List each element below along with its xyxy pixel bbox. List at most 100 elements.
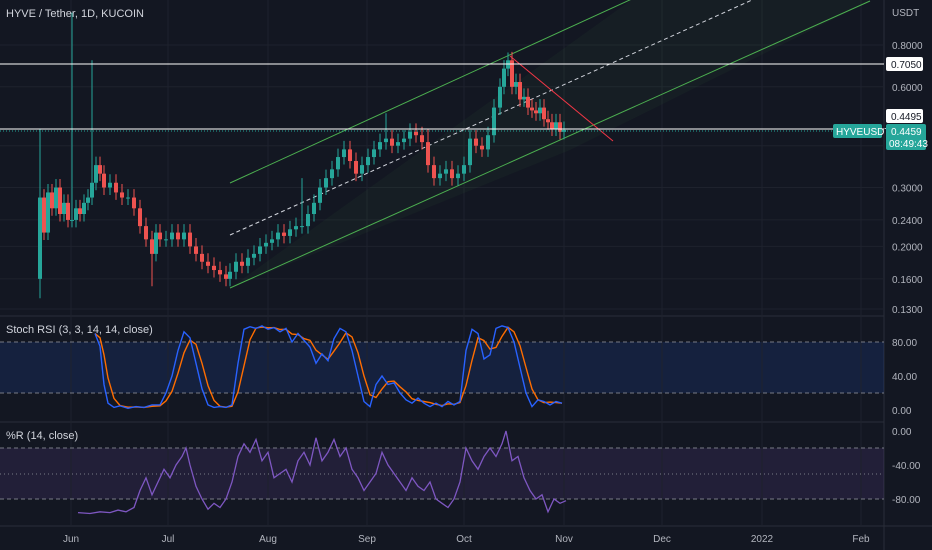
candle-body — [150, 239, 154, 254]
candle-body — [126, 197, 130, 199]
candle-body — [554, 122, 558, 129]
candle-body — [138, 208, 142, 227]
candle-body — [206, 261, 210, 266]
price-tick-label: 0.1300 — [892, 305, 923, 316]
candle-body — [58, 187, 62, 215]
candle-body — [330, 169, 334, 179]
candle-body — [492, 107, 496, 136]
svg-text:08:49:43: 08:49:43 — [889, 139, 928, 150]
candle-body — [360, 165, 364, 174]
candlestick-series — [38, 12, 566, 299]
candle-body — [450, 169, 454, 179]
candle-body — [426, 142, 430, 166]
candle-body — [312, 202, 316, 215]
price-tick-label: 0.8000 — [892, 41, 923, 52]
candle-body — [50, 192, 54, 209]
candle-body — [78, 208, 82, 215]
willr-tick-label: -40.00 — [892, 461, 921, 472]
time-label: Oct — [456, 534, 472, 545]
stoch-tick-label: 0.00 — [892, 406, 912, 417]
price-tick-label: 0.2000 — [892, 242, 923, 253]
stoch-d-line — [94, 326, 563, 409]
candle-body — [538, 107, 542, 114]
candle-body — [510, 60, 514, 87]
candle-body — [54, 187, 58, 209]
candle-body — [534, 110, 538, 114]
candle-body — [94, 165, 98, 183]
time-label: Sep — [358, 534, 376, 545]
willr-line — [77, 430, 567, 515]
candle-body — [114, 182, 118, 193]
candle-body — [354, 161, 358, 174]
candle-body — [98, 165, 102, 174]
candle-body — [498, 86, 502, 108]
candle-body — [120, 192, 124, 198]
candle-body — [276, 232, 280, 240]
candle-body — [212, 265, 216, 271]
candle-body — [288, 229, 292, 236]
candle-body — [228, 271, 232, 279]
candle-body — [522, 96, 526, 100]
candle-body — [158, 232, 162, 240]
candle-body — [264, 242, 268, 247]
candle-body — [86, 197, 90, 203]
time-label: Feb — [852, 534, 870, 545]
candle-body — [188, 232, 192, 247]
candle-body — [102, 173, 106, 188]
stoch-k-line — [94, 325, 563, 410]
candle-body — [300, 226, 304, 228]
time-label: Aug — [259, 534, 277, 545]
candle-body — [82, 202, 86, 215]
candle-body — [462, 165, 466, 174]
regression-channel — [229, 0, 871, 289]
candle-body — [402, 138, 406, 143]
candle-body — [74, 208, 78, 220]
stoch-title: Stoch RSI (3, 3, 14, 14, close) — [6, 324, 153, 336]
candle-body — [348, 149, 352, 162]
candle-body — [342, 149, 346, 158]
svg-text:0.7050: 0.7050 — [891, 60, 922, 71]
candle-body — [176, 232, 180, 240]
stoch-tick-label: 40.00 — [892, 372, 917, 383]
time-label: Dec — [653, 534, 671, 545]
candle-body — [396, 142, 400, 146]
candle-body — [438, 173, 442, 179]
candle-body — [414, 131, 418, 136]
stoch-band — [0, 342, 884, 393]
price-tick-label: 0.6000 — [892, 83, 923, 94]
svg-text:0.4495: 0.4495 — [891, 112, 922, 123]
candle-body — [526, 96, 530, 108]
time-label: 2022 — [751, 534, 774, 545]
candle-body — [70, 219, 74, 221]
candle-body — [62, 202, 66, 215]
candle-body — [514, 82, 518, 87]
stoch-tick-label: 80.00 — [892, 338, 917, 349]
willr-tick-label: 0.00 — [892, 427, 912, 438]
candle-body — [132, 197, 136, 209]
candle-body — [38, 197, 42, 279]
level-badge-0705: 0.7050 — [886, 57, 923, 71]
time-axis[interactable]: Jun Jul Aug Sep Oct Nov Dec 2022 Feb — [63, 534, 870, 545]
candle-body — [486, 135, 490, 150]
price-tick-label: 0.2400 — [892, 216, 923, 227]
candle-body — [218, 270, 222, 275]
candle-body — [154, 232, 158, 254]
time-label: Jun — [63, 534, 79, 545]
candle-body — [294, 226, 298, 230]
current-price-badge: 0.4459 08:49:43 — [886, 124, 928, 150]
stoch-levels — [0, 341, 884, 394]
willr-tick-label: -80.00 — [892, 495, 921, 506]
candle-body — [246, 257, 250, 266]
candle-body — [108, 182, 112, 188]
candle-body — [444, 169, 448, 174]
candle-body — [542, 107, 546, 120]
candle-body — [200, 253, 204, 262]
candle-body — [390, 138, 394, 146]
willr-levels — [0, 447, 884, 500]
candle-body — [324, 178, 328, 188]
candle-body — [194, 246, 198, 254]
price-tick-label: 0.1600 — [892, 275, 923, 286]
price-tick-label: 0.3000 — [892, 184, 923, 195]
candle-body — [224, 274, 228, 279]
candle-body — [144, 226, 148, 240]
